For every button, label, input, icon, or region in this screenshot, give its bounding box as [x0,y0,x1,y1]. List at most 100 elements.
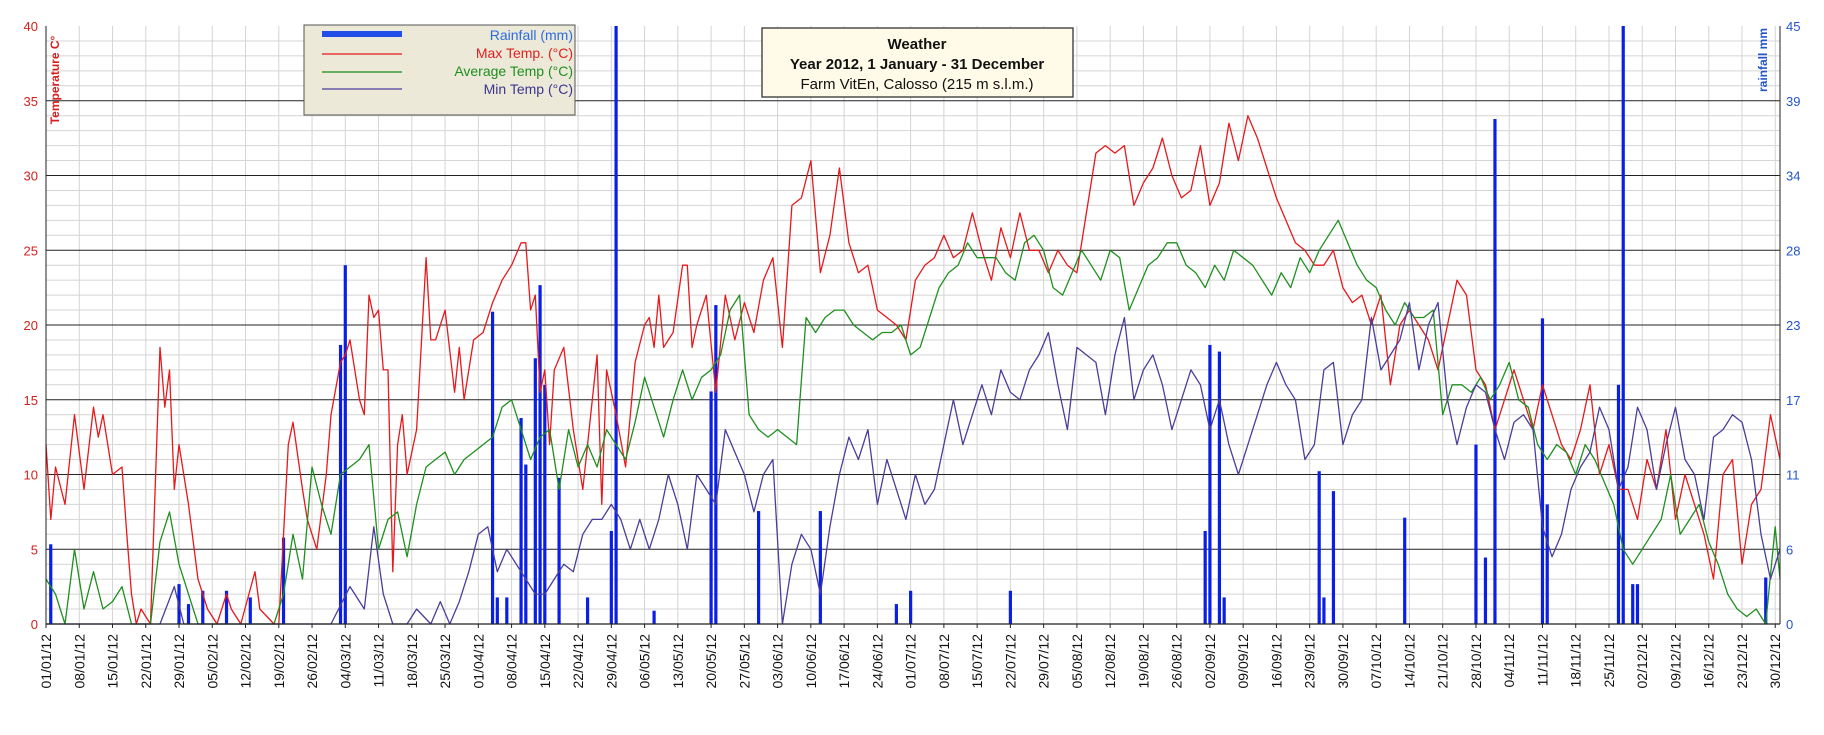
rainfall-bar [1621,26,1625,624]
x-tick-label: 19/02/12 [271,634,287,689]
y-tick-label-left: 15 [24,393,38,408]
rainfall-bar [1222,597,1226,624]
x-tick-label: 27/05/12 [736,634,752,689]
x-tick-label: 18/11/12 [1568,634,1584,688]
rainfall-bar [338,344,343,624]
rainfall-bar [1203,530,1207,624]
x-tick-label: 30/09/12 [1335,634,1351,689]
x-tick-label: 12/08/12 [1102,634,1118,689]
y-tick-label-left: 20 [24,318,38,333]
axes-layer: 0 5 10 15 20 25 30 35 40 0 6 11 17 23 28 34 39 45 01/01/12… [24,19,1801,689]
y-tick-label-right: 23 [1786,318,1800,333]
series-line-min [46,301,1781,625]
rainfall-bar [543,384,547,624]
x-tick-label: 30/12/12 [1767,634,1783,689]
x-tick-label: 15/07/12 [969,634,985,689]
chart-title: Weather Year 2012, 1 January - 31 Decemb… [761,27,1074,98]
rainfall-bar [495,597,499,624]
series-line-max [45,115,1781,625]
y-tick-label-right: 17 [1786,393,1800,408]
x-tick-label: 14/10/12 [1401,634,1417,689]
rainfall-bar [505,597,509,624]
rainfall-bar [1616,384,1621,624]
legend-swatch-rainfall [322,31,402,37]
y-tick-label-right: 39 [1786,94,1800,109]
legend-label-max: Max Temp. (°C) [476,45,573,61]
rainfall-bar [609,530,613,624]
legend-label-min: Min Temp (°C) [484,81,573,97]
rainfall-bar [1540,318,1545,624]
x-tick-label: 01/04/12 [470,634,486,689]
x-tick-label: 18/03/12 [404,634,420,689]
rainfall-bar [652,610,656,624]
x-tick-label: 06/05/12 [637,634,653,689]
x-tick-label: 08/04/12 [504,634,520,689]
title-line-2: Year 2012, 1 January - 31 December [790,56,1044,73]
x-tick-label: 19/08/12 [1135,634,1151,689]
x-tick-label: 29/04/12 [603,634,619,689]
x-tick-label: 11/11/12 [1535,634,1551,687]
x-tick-label: 25/03/12 [437,634,453,689]
rainfall-bar [818,511,822,624]
x-tick-label: 23/09/12 [1302,634,1318,689]
x-tick-label: 08/01/12 [71,634,87,689]
y-tick-label-left: 40 [24,19,38,34]
rainfall-bar [1493,119,1497,625]
x-tick-label: 26/02/12 [304,634,320,689]
x-tick-label: 15/04/12 [537,634,553,689]
rainfall-bar [1208,344,1212,624]
rainfall-bar [490,311,495,624]
x-tick-label: 09/09/12 [1235,634,1251,689]
y-axis-right-title: rainfall mm [1756,28,1770,92]
legend-label-avg: Average Temp (°C) [454,63,573,79]
x-tick-label: 29/07/12 [1036,634,1052,689]
x-tick-label: 22/04/12 [570,634,586,689]
x-tick-label: 09/12/12 [1668,634,1684,689]
rainfall-bar [1545,504,1549,624]
rainfall-bar [1474,444,1478,624]
legend-label-rainfall: Rainfall (mm) [490,27,573,43]
rainfall-bar [224,590,229,624]
rainfall-bar [1217,351,1222,624]
y-tick-label-right: 11 [1786,468,1800,483]
rainfall-bar [714,305,718,624]
x-tick-label: 01/01/12 [38,634,54,689]
rainfall-bar [757,511,761,624]
x-tick-label: 21/10/12 [1435,634,1451,689]
x-tick-label: 25/11/12 [1601,634,1617,688]
x-tick-label: 05/02/12 [204,634,220,689]
x-tick-label: 16/12/12 [1701,634,1717,689]
x-tick-label: 22/01/12 [138,634,154,689]
rainfall-bar [1322,597,1326,624]
x-tick-label: 10/06/12 [803,634,819,689]
y-tick-label-right: 45 [1786,19,1800,34]
x-tick-label: 12/02/12 [238,634,254,689]
title-line-3: Farm VitEn, Calosso (215 m s.l.m.) [800,76,1033,93]
y-axis-left-title: Temperature C° [48,36,62,125]
temperature-lines [45,115,1781,625]
rainfall-bar [909,590,913,624]
x-tick-label: 04/11/12 [1501,634,1517,688]
rainfall-bar [1317,471,1321,624]
rainfall-bar [524,464,528,624]
x-tick-label: 29/01/12 [171,634,187,689]
rainfall-bar [281,537,286,624]
y-tick-label-right: 0 [1786,617,1793,632]
rainfall-bar [1483,557,1488,624]
y-tick-label-left: 0 [31,617,38,632]
rainfall-bar [343,265,347,624]
rainfall-bar [201,590,205,624]
x-tick-label: 28/10/12 [1468,634,1484,689]
rainfall-bar [538,285,542,624]
y-tick-label-left: 35 [24,94,38,109]
rainfall-bar [533,358,537,624]
rainfall-bar [1764,577,1768,624]
y-tick-label-left: 30 [24,169,38,184]
rainfall-bar [1331,491,1336,624]
rainfall-bar [519,418,523,624]
rainfall-bar [709,391,713,624]
y-tick-label-left: 25 [24,243,38,258]
rainfall-bar [248,597,252,624]
legend: Rainfall (mm) Max Temp. (°C) Average Tem… [303,24,576,116]
